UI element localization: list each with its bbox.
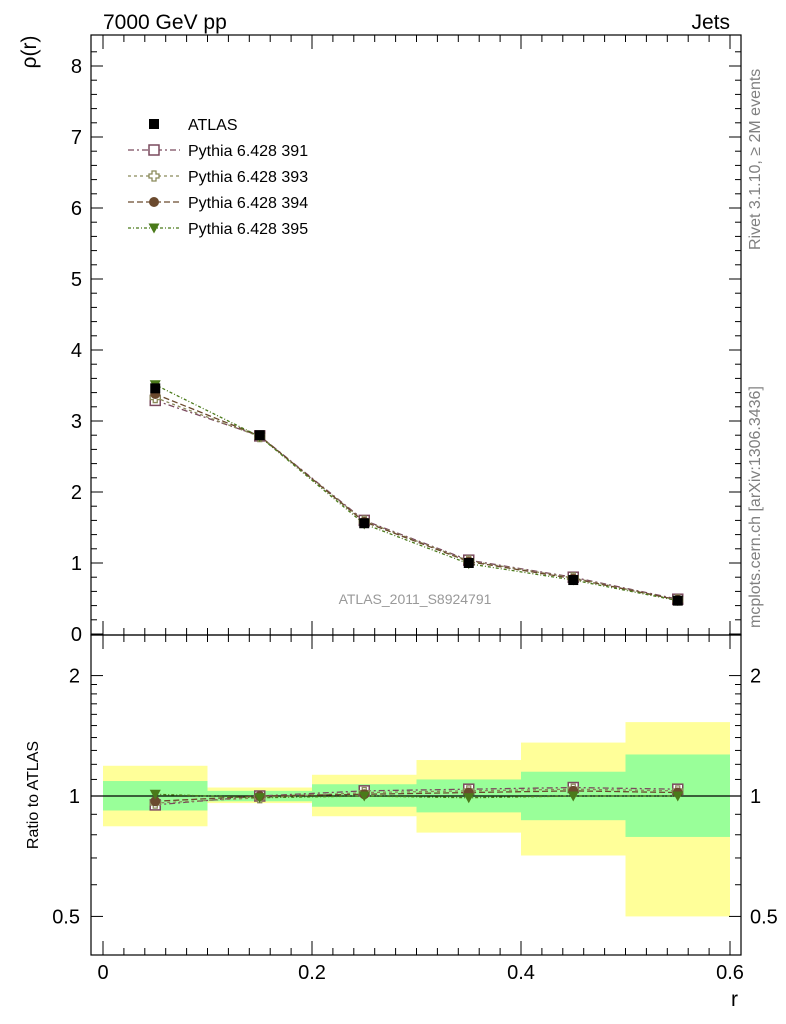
- legend: ATLAS Pythia 6.428 391 Pythia 6.428 393 Pyt…: [128, 117, 308, 238]
- x-tick-label: 0: [97, 962, 108, 984]
- ratio-line-3: [155, 790, 678, 802]
- atlas-point: [254, 430, 265, 441]
- atlas-point: [672, 595, 683, 606]
- y-tick-label: 8: [71, 56, 82, 78]
- main-plot-panel: 0 1 2 3 4 5 6 7 8 ρ(r) ATLAS_2011_S8924791 ATLAS…: [18, 34, 742, 646]
- y-tick-label: 0: [71, 624, 82, 646]
- series-line-2: [155, 396, 678, 601]
- ratio-y-tick-label: 2: [69, 666, 80, 688]
- main-y-axis-label: ρ(r): [18, 36, 41, 69]
- ratio-y-axis-label: Ratio to ATLAS: [25, 741, 42, 849]
- ratio-y-tick-label: 1: [69, 786, 80, 808]
- header-right: Jets: [691, 11, 730, 34]
- y-tick-label: 7: [71, 127, 82, 149]
- legend-marker-atlas: [149, 119, 159, 129]
- legend-label: Pythia 6.428 394: [188, 195, 308, 212]
- legend-marker: [148, 170, 160, 182]
- legend-marker: [149, 197, 159, 207]
- y-tick-label: 5: [71, 269, 82, 291]
- y-tick-label: 1: [71, 553, 82, 575]
- ratio-series-4-point: [463, 793, 475, 804]
- watermark: ATLAS_2011_S8924791: [339, 591, 492, 607]
- x-tick-label: 0.4: [507, 962, 535, 984]
- series-line-1: [155, 399, 678, 600]
- x-axis-label: r: [731, 988, 738, 1011]
- ratio-series-4-point: [672, 791, 684, 802]
- ratio-series-4-point: [358, 791, 370, 802]
- ratio-plot-panel: 0.5 0.5 1 1 2 2 0 0.2 0.4 0.6 Ratio to ATLAS r: [25, 634, 778, 1011]
- y-tick-label: 6: [71, 198, 82, 220]
- legend-label: Pythia 6.428 395: [188, 221, 308, 238]
- header-left: 7000 GeV pp: [103, 11, 227, 34]
- side-text-top: Rivet 3.1.10, ≥ 2M events: [747, 69, 764, 250]
- ratio-y-tick-label: 0.5: [52, 906, 80, 928]
- x-tick-label: 0.2: [298, 962, 326, 984]
- series-line-4: [154, 384, 678, 602]
- ratio-line-1: [155, 786, 678, 806]
- x-tick-label: 0.6: [716, 962, 744, 984]
- ratio-series-3-point: [150, 796, 161, 807]
- legend-marker: [148, 223, 160, 234]
- legend-label: ATLAS: [188, 117, 238, 134]
- ratio-series-4-point: [149, 789, 161, 800]
- y-tick-label: 4: [71, 340, 82, 362]
- atlas-point: [359, 518, 370, 529]
- ratio-series-4-point: [254, 793, 266, 804]
- legend-marker: [148, 144, 160, 156]
- ratio-line-4: [155, 793, 678, 799]
- ratio-y-tick-label-right: 1: [750, 786, 761, 808]
- y-tick-label: 3: [71, 411, 82, 433]
- atlas-point: [150, 383, 161, 394]
- legend-label: Pythia 6.428 391: [188, 143, 308, 160]
- ratio-y-tick-label-right: 2: [750, 666, 761, 688]
- ratio-y-tick-label-right: 0.5: [750, 906, 778, 928]
- atlas-point: [463, 558, 474, 568]
- side-text-bottom: mcplots.cern.ch [arXiv:1306.3436]: [747, 386, 764, 628]
- atlas-point: [568, 575, 579, 586]
- ratio-plot-frame: [90, 634, 742, 956]
- series-line-3: [155, 393, 678, 601]
- ratio-series-4-point: [567, 791, 579, 802]
- y-tick-label: 2: [71, 482, 82, 504]
- legend-label: Pythia 6.428 393: [188, 169, 308, 186]
